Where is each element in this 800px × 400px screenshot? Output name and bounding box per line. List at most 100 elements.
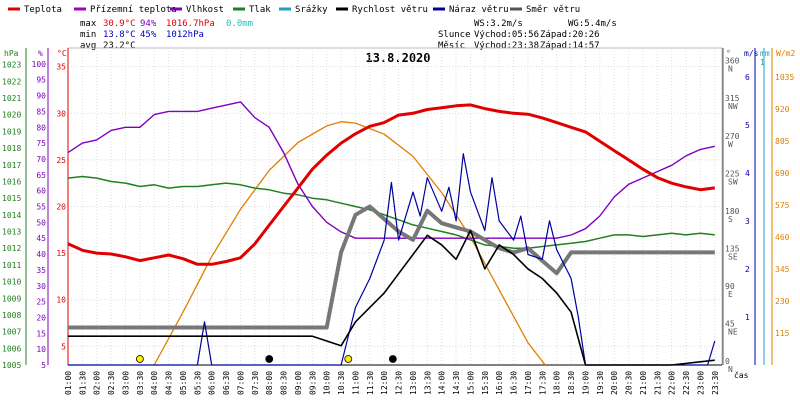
tick-label-direction: 180 [725, 207, 740, 216]
tick-label-time: 20:00 [610, 371, 619, 395]
chart-date: 13.8.2020 [365, 51, 430, 65]
tick-label-direction: 90 [725, 282, 735, 291]
tick-label-direction: 315 [725, 94, 740, 103]
tick-label-pressure: 1007 [2, 328, 21, 337]
tick-label-pressure: 1008 [2, 311, 21, 320]
stat-label: max [80, 19, 97, 29]
tick-label-time: 04:30 [165, 371, 174, 395]
tick-label-direction-name: S [728, 215, 733, 224]
tick-label-time: 13:30 [423, 371, 432, 395]
stat-value: WS:3.2m/s [474, 19, 523, 29]
tick-label-wind: 2 [745, 265, 750, 274]
legend-label: Tlak [249, 5, 271, 15]
tick-label-pressure: 1005 [2, 361, 21, 370]
tick-label-time: 20:30 [625, 371, 634, 395]
tick-label-solar: 345 [775, 265, 790, 274]
axis-unit-label: W/m2 [776, 49, 795, 58]
tick-label-direction-name: E [728, 290, 733, 299]
tick-label-direction-name: N [728, 65, 733, 74]
tick-label-solar: 1035 [775, 73, 794, 82]
stat-value: 1016.7hPa [166, 19, 215, 29]
tick-label-pressure: 1011 [2, 261, 21, 270]
tick-label-time: 19:30 [596, 371, 605, 395]
tick-label-time: 22:00 [668, 371, 677, 395]
tick-label-direction: 270 [725, 132, 740, 141]
tick-label-time: 22:30 [682, 371, 691, 395]
stat-value: 94% [140, 19, 157, 29]
legend-label: Náraz větru [449, 5, 509, 15]
tick-label-temperature: 20 [56, 203, 66, 212]
tick-label-time: 23:30 [711, 371, 720, 395]
grid [67, 47, 723, 366]
series-humidity [67, 101, 715, 239]
tick-label-pressure: 1020 [2, 111, 21, 120]
tick-label-humidity: 10 [36, 345, 46, 354]
tick-label-time: 17:30 [538, 371, 547, 395]
tick-label-pressure: 1010 [2, 278, 21, 287]
tick-label-time: 23:00 [696, 371, 705, 395]
tick-label-humidity: 50 [36, 218, 46, 227]
tick-label-time: 11:30 [366, 371, 375, 395]
tick-label-humidity: 55 [36, 203, 46, 212]
marker-sunrise [135, 355, 144, 363]
tick-label-humidity: 65 [36, 171, 46, 180]
tick-label-temperature: 5 [61, 342, 66, 351]
tick-label-pressure: 1015 [2, 194, 21, 203]
stat-value: 30.9°C [103, 19, 136, 29]
tick-label-rain: 1 [760, 58, 765, 67]
tick-label-humidity: 5 [41, 361, 46, 370]
tick-label-direction-name: SW [728, 177, 738, 186]
tick-label-humidity: 100 [32, 60, 47, 69]
plot-area [67, 101, 716, 366]
tick-label-time: 21:30 [653, 371, 662, 395]
tick-label-solar: 690 [775, 169, 790, 178]
tick-label-humidity: 25 [36, 298, 46, 307]
tick-label-time: 11:00 [351, 371, 360, 395]
tick-label-humidity: 80 [36, 123, 46, 132]
tick-label-time: 16:30 [510, 371, 519, 395]
tick-label-time: 03:30 [136, 371, 145, 395]
tick-label-solar: 805 [775, 137, 790, 146]
stat-label: Měsíc [438, 41, 465, 51]
tick-label-solar: 920 [775, 105, 790, 114]
tick-label-direction-name: SE [728, 252, 738, 261]
legend-label: Srážky [295, 5, 328, 15]
tick-label-direction: 135 [725, 244, 740, 253]
series-wind-speed [68, 229, 715, 366]
stat-label: avg [80, 41, 96, 51]
tick-label-time: 15:30 [481, 371, 490, 395]
tick-label-temperature: 25 [56, 156, 66, 165]
tick-label-humidity: 70 [36, 155, 46, 164]
legend-label: Přízemní teplota [90, 5, 177, 15]
tick-label-pressure: 1022 [2, 77, 21, 86]
stat-value: Východ:23:38 [474, 41, 539, 51]
stat-value: WG:5.4m/s [568, 19, 617, 29]
legend-label: Vlhkost [186, 5, 224, 15]
stat-value: 45% [140, 30, 157, 40]
tick-label-solar: 460 [775, 233, 790, 242]
legend-label: Směr větru [526, 5, 580, 15]
tick-label-time: 12:00 [380, 371, 389, 395]
tick-label-temperature: 35 [56, 63, 66, 72]
tick-label-humidity: 60 [36, 187, 46, 196]
tick-label-time: 18:00 [553, 371, 562, 395]
tick-label-time: 17:00 [524, 371, 533, 395]
tick-label-time: 09:30 [308, 371, 317, 395]
axes: hPa% °C ° m/s mm W/m2102310221021102010191018… [2, 48, 795, 395]
tick-label-time: 06:30 [222, 371, 231, 395]
series-temperature [67, 103, 715, 266]
axis-unit-label: m/s [744, 49, 759, 58]
marker-moonset [265, 355, 274, 363]
tick-label-time: 05:00 [179, 371, 188, 395]
axis-unit-label: % [38, 49, 43, 58]
stat-value: 0.0mm [226, 19, 253, 29]
tick-label-pressure: 1014 [2, 211, 21, 220]
time-axis-label: čas [734, 370, 749, 380]
tick-label-pressure: 1018 [2, 144, 21, 153]
tick-label-time: 03:00 [121, 371, 130, 395]
stat-label: min [80, 30, 96, 40]
marker-moonrise [388, 355, 397, 363]
tick-label-solar: 575 [775, 201, 790, 210]
legend-label: Teplota [24, 5, 62, 15]
tick-label-time: 14:00 [438, 371, 447, 395]
